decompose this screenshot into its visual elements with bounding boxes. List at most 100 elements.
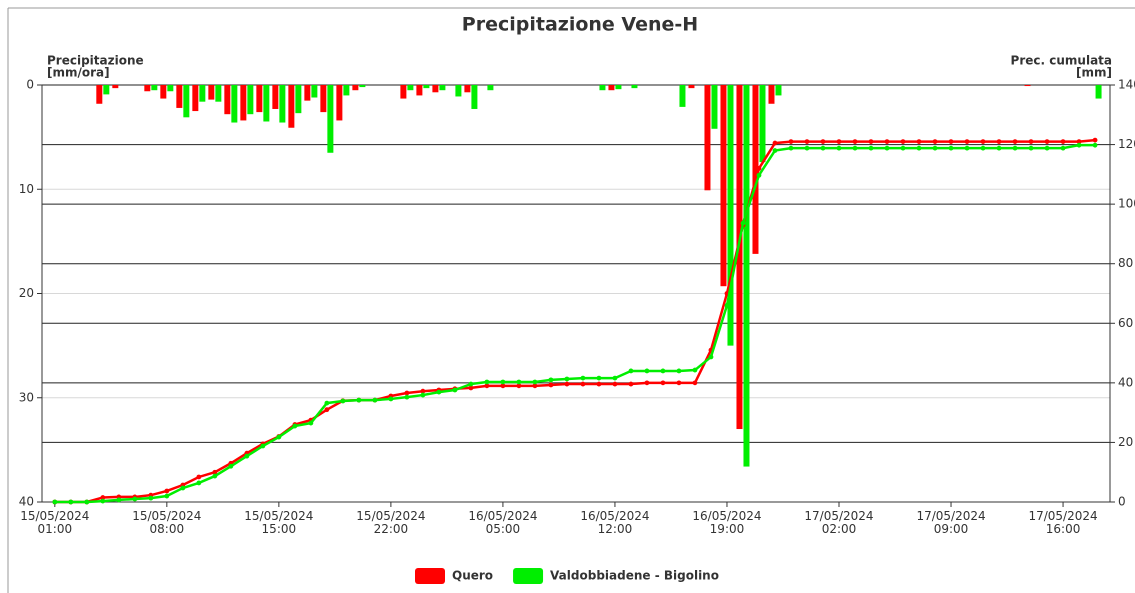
bar xyxy=(711,85,718,129)
cumulative-point xyxy=(164,493,170,499)
cumulative-point xyxy=(628,381,634,387)
y2-tick-label: 120 xyxy=(1118,137,1135,151)
cumulative-point xyxy=(660,368,666,374)
cumulative-point xyxy=(468,381,474,387)
cumulative-point xyxy=(788,139,794,144)
cumulative-point xyxy=(1060,145,1066,151)
cumulative-point xyxy=(212,473,218,479)
cumulative-point xyxy=(596,375,602,381)
legend-swatch xyxy=(415,568,445,584)
bar xyxy=(144,85,151,92)
y-tick-label: 30 xyxy=(19,390,34,404)
cumulative-point xyxy=(884,145,890,151)
cumulative-point xyxy=(644,368,650,374)
y-tick-label: 40 xyxy=(19,495,34,509)
cumulative-point xyxy=(1092,142,1098,148)
x-tick-label: 15/05/2024 01:00 xyxy=(20,509,89,536)
cumulative-point xyxy=(484,383,490,389)
cumulative-point xyxy=(772,140,778,146)
cumulative-point xyxy=(1044,145,1050,151)
cumulative-point xyxy=(724,303,730,308)
bar xyxy=(231,85,238,123)
cumulative-point xyxy=(564,381,570,387)
legend-label: Quero xyxy=(452,569,493,583)
bar xyxy=(608,85,615,91)
bar xyxy=(215,85,222,102)
bar xyxy=(199,85,206,102)
cumulative-point xyxy=(420,388,426,394)
cumulative-point xyxy=(1012,139,1018,144)
cumulative-point xyxy=(820,139,826,144)
cumulative-point xyxy=(836,145,842,151)
cumulative-point xyxy=(692,380,698,386)
cumulative-point xyxy=(804,139,810,144)
bar xyxy=(327,85,334,153)
cumulative-point xyxy=(1044,139,1050,144)
cumulative-point xyxy=(740,220,746,226)
cumulative-point xyxy=(868,139,874,144)
cumulative-point xyxy=(228,463,234,469)
cumulative-point xyxy=(564,376,570,382)
bar xyxy=(240,85,247,121)
cumulative-point xyxy=(468,385,474,391)
cumulative-point xyxy=(196,480,202,486)
bar xyxy=(96,85,103,104)
cumulative-point xyxy=(180,485,186,491)
bar xyxy=(288,85,295,128)
cumulative-point xyxy=(1012,145,1018,151)
y2-axis-unit: [mm] xyxy=(1076,66,1112,80)
bar xyxy=(279,85,286,123)
cumulative-point xyxy=(148,495,154,501)
cumulative-point xyxy=(100,495,106,500)
bar xyxy=(359,85,366,88)
bar xyxy=(103,85,110,95)
bar xyxy=(487,85,494,91)
cumulative-point xyxy=(676,380,682,386)
bar xyxy=(471,85,478,109)
cumulative-point xyxy=(68,499,74,505)
cumulative-point xyxy=(260,443,266,449)
y2-axis-title: Prec. cumulata xyxy=(1011,54,1112,68)
cumulative-point xyxy=(548,382,554,388)
cumulative-point xyxy=(356,397,362,403)
cumulative-point xyxy=(900,145,906,151)
bar xyxy=(407,85,414,91)
cumulative-point xyxy=(276,434,282,440)
y2-tick-label: 140 xyxy=(1118,78,1135,92)
bar xyxy=(263,85,270,122)
bar xyxy=(247,85,254,115)
cumulative-point xyxy=(820,145,826,151)
y2-tick-label: 60 xyxy=(1118,316,1133,330)
x-tick-label: 17/05/2024 02:00 xyxy=(804,509,873,536)
cumulative-point xyxy=(340,398,346,404)
cumulative-point xyxy=(132,496,138,502)
cumulative-point xyxy=(708,354,714,360)
cumulative-point xyxy=(916,145,922,151)
bar xyxy=(775,85,782,96)
bar xyxy=(256,85,263,113)
cumulative-point xyxy=(324,407,330,413)
y-axis-unit: [mm/ora] xyxy=(47,66,110,80)
cumulative-point xyxy=(852,145,858,151)
y-tick-label: 10 xyxy=(19,182,34,196)
cumulative-line xyxy=(54,143,1096,504)
bar xyxy=(272,85,279,109)
x-tick-label: 15/05/2024 08:00 xyxy=(132,509,201,536)
cumulative-point xyxy=(52,499,58,505)
cumulative-point xyxy=(948,139,954,144)
bar xyxy=(112,85,119,89)
bar xyxy=(343,85,350,96)
bar xyxy=(432,85,439,93)
cumulative-point xyxy=(916,139,922,144)
bar xyxy=(759,85,766,163)
x-tick-label: 15/05/2024 22:00 xyxy=(356,509,425,536)
y-axis-title: Precipitazione xyxy=(47,54,144,68)
cumulative-point xyxy=(532,379,538,385)
cumulative-point xyxy=(452,387,458,393)
y-tick-label: 0 xyxy=(26,78,34,92)
cumulative-point xyxy=(980,139,986,144)
cumulative-point xyxy=(580,381,586,387)
bar xyxy=(167,85,174,92)
y2-tick-label: 100 xyxy=(1118,197,1135,211)
